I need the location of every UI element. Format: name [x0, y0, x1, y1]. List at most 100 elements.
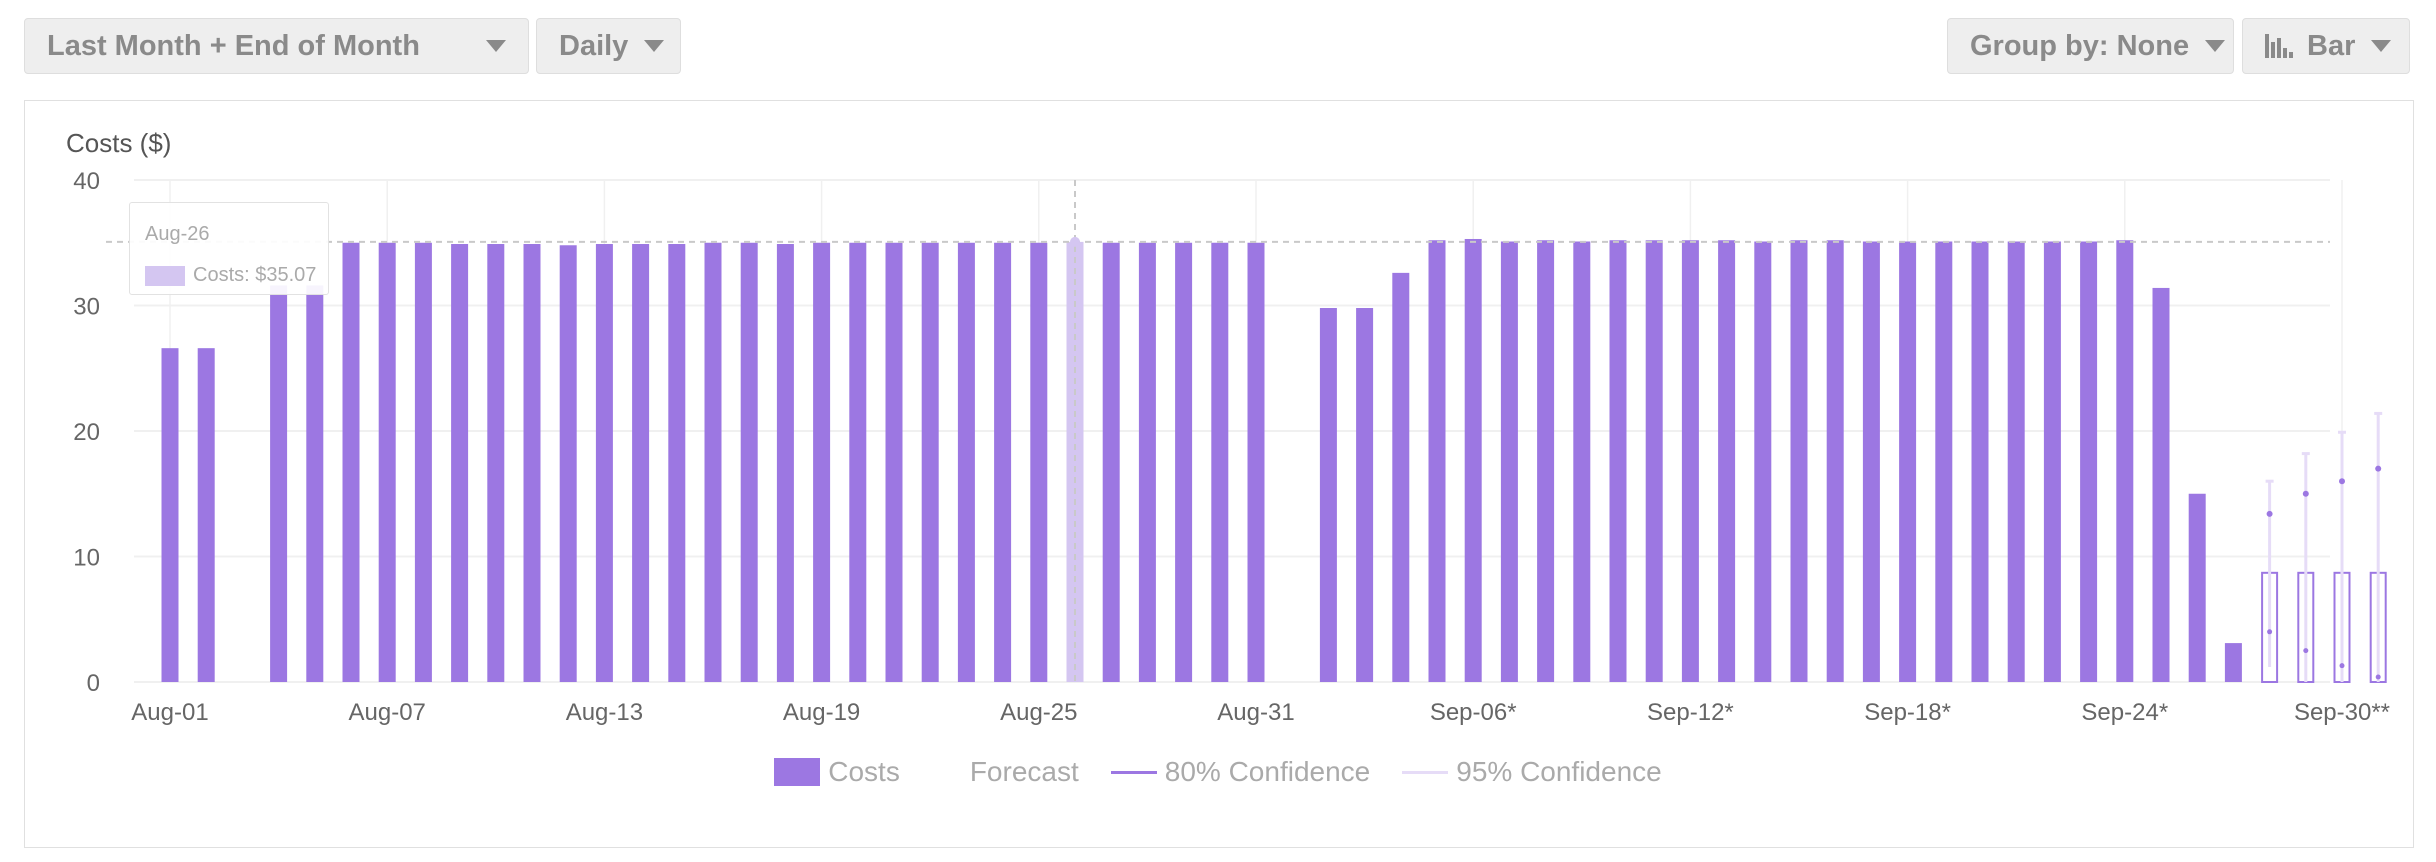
x-tick-label: Aug-25 [1000, 699, 1077, 726]
legend-95-label: 95% Confidence [1456, 756, 1662, 787]
cost-bar [487, 244, 505, 682]
cost-bar [1464, 238, 1482, 683]
tooltip-swatch [145, 265, 185, 286]
cost-bar [1681, 240, 1699, 683]
cost-bar [270, 285, 288, 682]
cost-bar [668, 244, 686, 682]
legend-forecast[interactable]: Forecast [970, 756, 1079, 788]
forecast-bars[interactable] [2261, 411, 2387, 683]
cost-bar [994, 242, 1012, 682]
cost-bar [1537, 240, 1555, 683]
cost-bar [523, 244, 541, 682]
x-tick-label: Sep-30** [2294, 699, 2390, 726]
chevron-down-icon [2371, 40, 2392, 52]
cost-bar [414, 242, 432, 682]
cost-bar [2188, 493, 2206, 682]
cost-bar [1428, 240, 1446, 683]
cost-bar [1030, 242, 1048, 682]
y-axis-ticks: 0 10 20 30 40 [73, 168, 100, 697]
cost-bar [1718, 240, 1736, 683]
cost-bar [1862, 241, 1880, 682]
x-tick-label: Aug-07 [349, 699, 426, 726]
conf80-low-point [2303, 648, 2309, 654]
cost-bar [1971, 241, 1989, 682]
reference-line [106, 180, 2330, 682]
cost-bar [1319, 308, 1337, 682]
cost-bar [2080, 241, 2098, 682]
group-by-select[interactable]: Group by: None [1947, 18, 2234, 74]
cost-bar [1500, 241, 1518, 682]
x-tick-label: Sep-06* [1430, 699, 1517, 726]
cost-bar [161, 348, 179, 682]
forecast-point [2375, 465, 2382, 472]
cost-bar [197, 348, 215, 682]
cost-bar [2224, 643, 2242, 682]
x-tick-label: Aug-01 [131, 699, 208, 726]
cost-bar [1899, 241, 1917, 682]
cost-bar [1356, 308, 1374, 682]
hover-point [1070, 236, 1080, 247]
cost-bar [306, 285, 324, 682]
legend-95-swatch [1402, 770, 1449, 774]
legend-costs-label: Costs [828, 756, 900, 787]
cost-bar [378, 242, 396, 682]
y-tick-label: 30 [73, 294, 100, 321]
cost-bar [1935, 241, 1953, 682]
forecast-point [2266, 510, 2273, 517]
y-tick-label: 20 [73, 419, 100, 446]
cost-bar [2043, 241, 2061, 682]
legend-costs-swatch [774, 758, 821, 786]
cost-bar [1066, 241, 1084, 682]
cost-bar [1826, 240, 1844, 683]
tooltip-date: Aug-26 [145, 223, 210, 245]
cost-bar [2152, 287, 2170, 682]
group-by-label: Group by: None [1970, 29, 2190, 62]
legend-95-confidence[interactable]: 95% Confidence [1402, 756, 1662, 788]
cost-bar [813, 242, 831, 682]
cost-bar [1138, 242, 1156, 682]
date-range-label: Last Month + End of Month [47, 29, 420, 62]
cost-bar [849, 242, 867, 682]
cost-bar [776, 244, 794, 682]
cost-bar [1573, 241, 1591, 682]
cost-bar [1175, 242, 1193, 682]
legend-80-label: 80% Confidence [1164, 756, 1371, 787]
cost-bar [957, 242, 975, 682]
chevron-down-icon [486, 40, 506, 52]
cost-bar [1102, 242, 1120, 682]
cost-bar [704, 242, 722, 682]
bar-chart-icon [2265, 34, 2295, 58]
interval-select[interactable]: Daily [536, 18, 681, 74]
cost-bar [632, 244, 650, 682]
legend-forecast-label: Forecast [969, 756, 1079, 787]
x-tick-label: Aug-13 [566, 699, 643, 726]
cost-bar [885, 242, 903, 682]
date-range-select[interactable]: Last Month + End of Month [24, 18, 529, 74]
chevron-down-icon [644, 40, 665, 52]
chart-type-select[interactable]: Bar [2242, 18, 2410, 74]
y-axis-title: Costs ($) [66, 128, 171, 158]
x-tick-label: Aug-31 [1217, 699, 1294, 726]
x-tick-label: Sep-12* [1647, 699, 1734, 726]
cost-bar [1392, 272, 1410, 682]
cost-bar [2007, 241, 2025, 682]
x-tick-label: Sep-24* [2081, 699, 2168, 726]
cost-bars[interactable] [161, 238, 2242, 683]
conf80-low-point [2375, 674, 2381, 680]
hover-tooltip: Aug-26 Costs: $35.07 [129, 202, 329, 295]
cost-bar [1754, 241, 1772, 682]
cost-bar [1609, 240, 1627, 683]
legend-80-confidence[interactable]: 80% Confidence [1110, 756, 1371, 788]
cost-bar [1790, 240, 1808, 683]
tooltip-costs: Costs: $35.07 [193, 264, 317, 286]
cost-bar [342, 242, 360, 682]
cost-bar [451, 244, 469, 682]
conf80-low-point [2267, 629, 2273, 635]
legend-costs[interactable]: Costs [774, 756, 900, 788]
x-axis-ticks: Aug-01 Aug-07 Aug-13 Aug-19 Aug-25 Aug-31 Sep-… [131, 699, 2390, 726]
chart-type-label: Bar [2307, 29, 2356, 62]
chevron-down-icon [2205, 40, 2226, 52]
cost-bar [1211, 242, 1229, 682]
cost-bar [1247, 242, 1265, 682]
